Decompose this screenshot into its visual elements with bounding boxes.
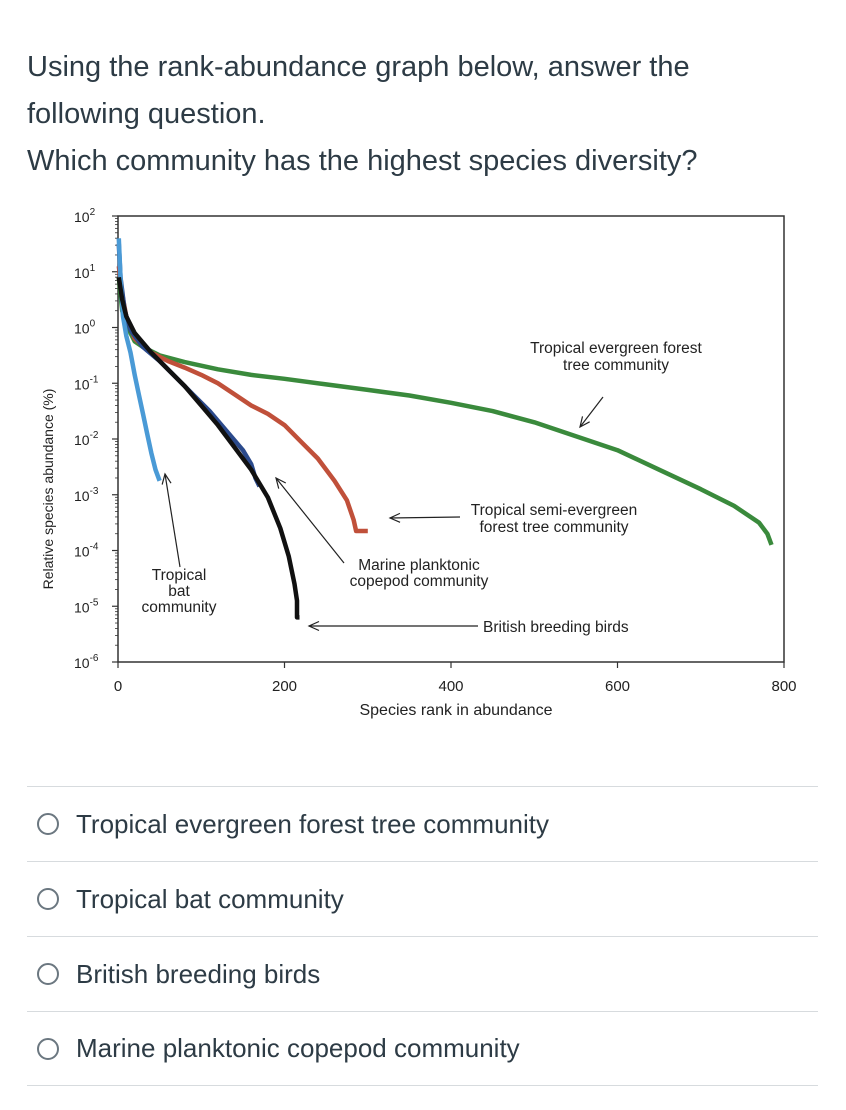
y-tick-label: 101 — [74, 263, 96, 281]
y-tick-exponent: 0 — [90, 319, 96, 330]
y-tick-label: 10-4 — [74, 542, 99, 560]
x-axis-label: Species rank in abundance — [359, 702, 552, 719]
y-axis-label: Relative species abundance (%) — [40, 389, 56, 590]
answer-options: Tropical evergreen forest tree community… — [27, 786, 818, 1086]
annotation-arrow-bat — [164, 473, 181, 568]
y-tick-label: 102 — [74, 207, 96, 225]
annotation-evergreen-line: tree community — [563, 357, 669, 374]
y-tick-exponent: 1 — [90, 263, 96, 274]
annotation-bat-line: bat — [168, 583, 190, 600]
series-line-evergreen — [116, 277, 774, 546]
annotation-bat-line: Tropical — [152, 567, 207, 584]
question-line-2: Which community has the highest species … — [27, 145, 698, 177]
y-tick-exponent: -3 — [90, 486, 99, 497]
annotation-copepod-line: Marine planktonic — [358, 557, 480, 574]
y-tick-exponent: -2 — [90, 430, 99, 441]
annotation-semi-evergreen-line: Tropical semi-evergreen — [471, 502, 638, 519]
y-tick-base: 10 — [74, 432, 90, 448]
series-line-semi-evergreen — [116, 265, 368, 534]
annotation-arrow-evergreen — [579, 396, 604, 428]
y-tick-exponent: -6 — [90, 653, 99, 664]
y-tick-exponent: -1 — [90, 374, 99, 385]
y-tick-base: 10 — [74, 376, 90, 392]
annotation-copepod-line: copepod community — [350, 573, 489, 590]
annotation-arrowhead-bat — [161, 472, 172, 485]
annotation-arrow-semi-evergreen — [389, 516, 461, 519]
option-tropical-evergreen[interactable]: Tropical evergreen forest tree community — [27, 786, 818, 861]
y-tick-label: 10-1 — [74, 374, 99, 392]
x-tick-label: 200 — [272, 678, 297, 695]
y-tick-base: 10 — [74, 209, 90, 225]
option-marine-copepod[interactable]: Marine planktonic copepod community — [27, 1011, 818, 1086]
radio-button[interactable] — [37, 963, 59, 985]
question-line-1: Using the rank-abundance graph below, an… — [27, 51, 690, 130]
annotation-arrowhead-birds — [307, 620, 320, 632]
option-tropical-bat[interactable]: Tropical bat community — [27, 861, 818, 936]
radio-button[interactable] — [37, 813, 59, 835]
radio-button[interactable] — [37, 888, 59, 910]
y-tick-label: 10-3 — [74, 486, 99, 504]
y-tick-base: 10 — [74, 599, 90, 615]
x-tick-label: 800 — [771, 678, 796, 695]
x-tick-label: 0 — [114, 678, 122, 695]
annotation-bat-line: community — [142, 599, 217, 616]
option-label: Tropical evergreen forest tree community — [76, 808, 550, 839]
option-label: Marine planktonic copepod community — [76, 1033, 520, 1063]
y-tick-base: 10 — [74, 321, 90, 337]
question-text: Using the rank-abundance graph below, an… — [27, 44, 807, 185]
annotation-arrowhead-copepod — [275, 476, 287, 489]
annotation-arrow-copepod — [275, 477, 345, 564]
x-tick-label: 600 — [605, 678, 630, 695]
annotation-semi-evergreen-line: forest tree community — [479, 519, 628, 536]
y-tick-base: 10 — [74, 544, 90, 560]
series-line-birds — [116, 276, 300, 620]
y-tick-exponent: -5 — [90, 597, 99, 608]
y-tick-base: 10 — [74, 488, 90, 504]
annotation-evergreen-line: Tropical evergreen forest — [530, 340, 702, 357]
x-tick-label: 400 — [438, 678, 463, 695]
series-line-bat — [116, 238, 162, 482]
y-tick-base: 10 — [74, 655, 90, 671]
y-tick-exponent: 2 — [90, 207, 96, 218]
option-label: Tropical bat community — [76, 883, 344, 914]
plot-frame — [117, 215, 785, 663]
y-tick-label: 10-6 — [74, 653, 99, 671]
y-tick-label: 100 — [74, 319, 96, 337]
y-tick-base: 10 — [74, 265, 90, 281]
radio-button[interactable] — [37, 1037, 59, 1060]
y-tick-label: 10-2 — [74, 430, 99, 448]
y-tick-label: 10-5 — [74, 597, 99, 615]
option-british-birds[interactable]: British breeding birds — [27, 936, 818, 1011]
y-tick-exponent: -4 — [90, 542, 99, 553]
annotation-arrowhead-semi-evergreen — [388, 512, 401, 523]
annotation-arrowhead-evergreen — [579, 416, 590, 429]
annotation-birds-line: British breeding birds — [483, 619, 629, 636]
option-label: British breeding birds — [76, 958, 321, 989]
chart-series — [116, 238, 774, 620]
